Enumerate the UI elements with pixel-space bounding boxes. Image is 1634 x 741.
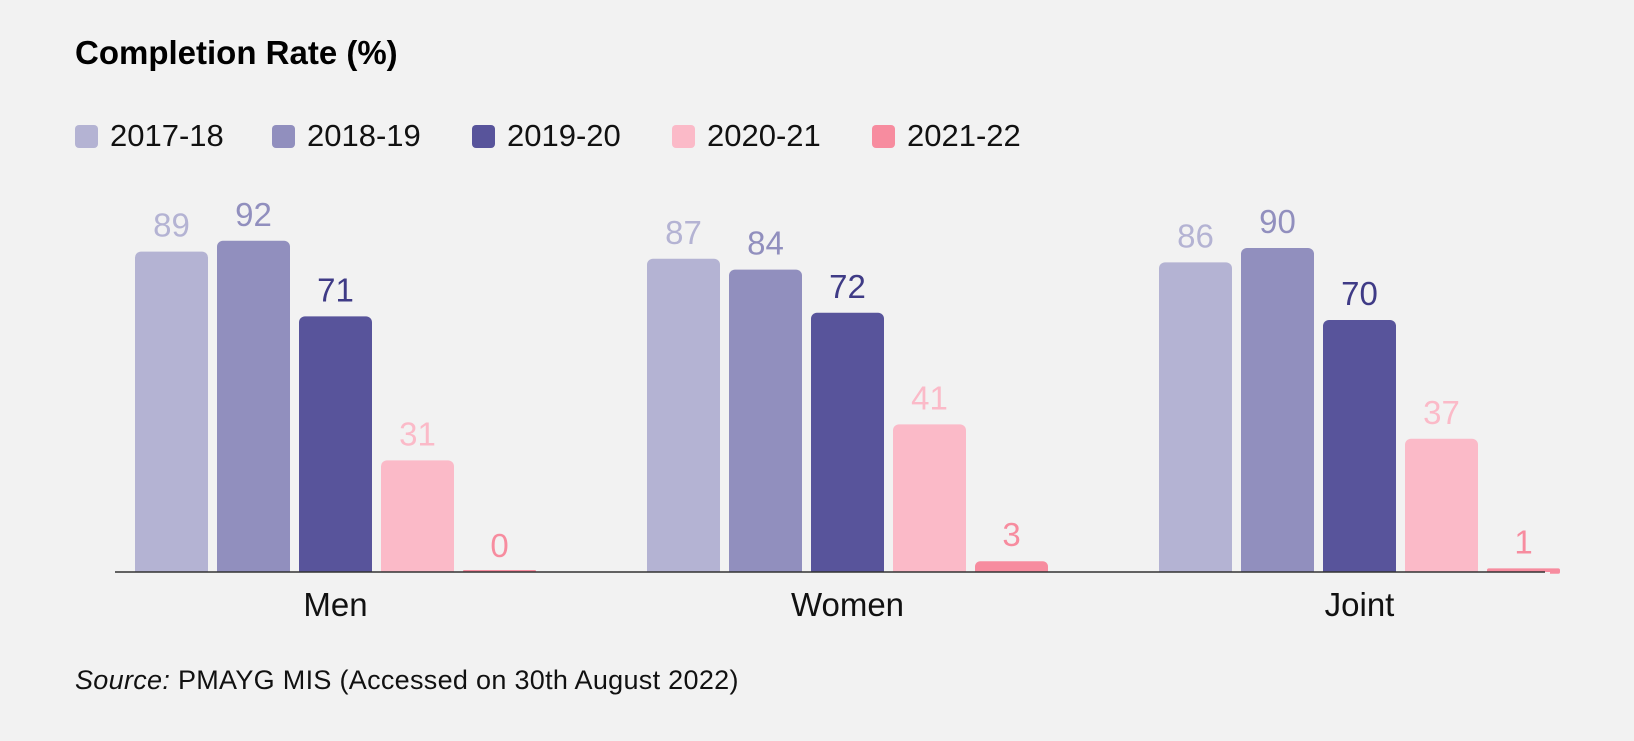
- data-label-joint-2018-19: 90: [1259, 203, 1296, 240]
- bar-men-2020-21: [381, 460, 454, 578]
- bar-men-2018-19: [217, 240, 290, 579]
- legend-swatch-2017-18: [75, 124, 98, 148]
- legend-item-2020-21: 2020-21: [672, 118, 821, 154]
- category-label-women: Women: [791, 586, 904, 623]
- data-label-men-2020-21: 31: [399, 415, 436, 452]
- bar-group-men: 89 92 71 31 0: [135, 196, 536, 579]
- bar-group-women: 87 84 72 41 3: [647, 214, 1048, 578]
- bar-group-joint: 86 90 70 37 1: [1159, 203, 1560, 578]
- legend-item-2021-22: 2021-22: [872, 118, 1021, 154]
- bar-women-2017-18: [647, 258, 720, 578]
- data-label-men-2017-18: 89: [153, 207, 190, 244]
- data-label-men-2018-19: 92: [235, 196, 272, 233]
- legend-label-2020-21: 2020-21: [707, 118, 821, 153]
- data-label-men-2019-20: 71: [317, 271, 354, 308]
- chart-title: Completion Rate (%): [75, 34, 398, 71]
- legend-swatch-2019-20: [472, 124, 495, 148]
- legend-item-2019-20: 2019-20: [472, 118, 621, 154]
- data-label-women-2019-20: 72: [829, 268, 866, 305]
- source-prefix: Source:: [75, 665, 171, 695]
- data-label-women-2018-19: 84: [747, 225, 784, 262]
- legend-swatch-2021-22: [872, 124, 895, 148]
- data-label-women-2017-18: 87: [665, 214, 702, 251]
- source-note: Source: PMAYG MIS (Accessed on 30th Augu…: [75, 665, 739, 696]
- legend-label-2019-20: 2019-20: [507, 118, 621, 153]
- bar-women-2019-20: [811, 312, 884, 578]
- bar-women-2020-21: [893, 424, 966, 578]
- legend-item-2018-19: 2018-19: [272, 118, 421, 154]
- legend-label-2018-19: 2018-19: [307, 118, 421, 153]
- data-label-joint-2019-20: 70: [1341, 275, 1378, 312]
- data-label-women-2021-22: 3: [1002, 516, 1020, 553]
- baseline-mask: [110, 572, 1550, 584]
- bar-joint-2018-19: [1241, 248, 1314, 578]
- category-label-men: Men: [303, 586, 367, 623]
- legend-label-2021-22: 2021-22: [907, 118, 1021, 153]
- legend-item-2017-18: 2017-18: [75, 118, 224, 154]
- bar-men-2019-20: [299, 316, 372, 578]
- legend-swatch-2018-19: [272, 124, 295, 148]
- bar-joint-2020-21: [1405, 438, 1478, 578]
- bar-joint-2017-18: [1159, 262, 1232, 578]
- data-label-joint-2021-22: 1: [1514, 523, 1532, 560]
- legend-swatch-2020-21: [672, 124, 695, 148]
- bar-women-2018-19: [729, 269, 802, 578]
- source-text: PMAYG MIS (Accessed on 30th August 2022): [170, 665, 739, 695]
- category-label-joint: Joint: [1325, 586, 1395, 623]
- bar-joint-2019-20: [1323, 320, 1396, 578]
- bar-men-2017-18: [135, 251, 208, 578]
- data-label-women-2020-21: 41: [911, 379, 948, 416]
- legend-label-2017-18: 2017-18: [110, 118, 224, 153]
- data-label-joint-2017-18: 86: [1177, 217, 1214, 254]
- data-label-joint-2020-21: 37: [1423, 394, 1460, 431]
- data-label-men-2021-22: 0: [490, 527, 508, 564]
